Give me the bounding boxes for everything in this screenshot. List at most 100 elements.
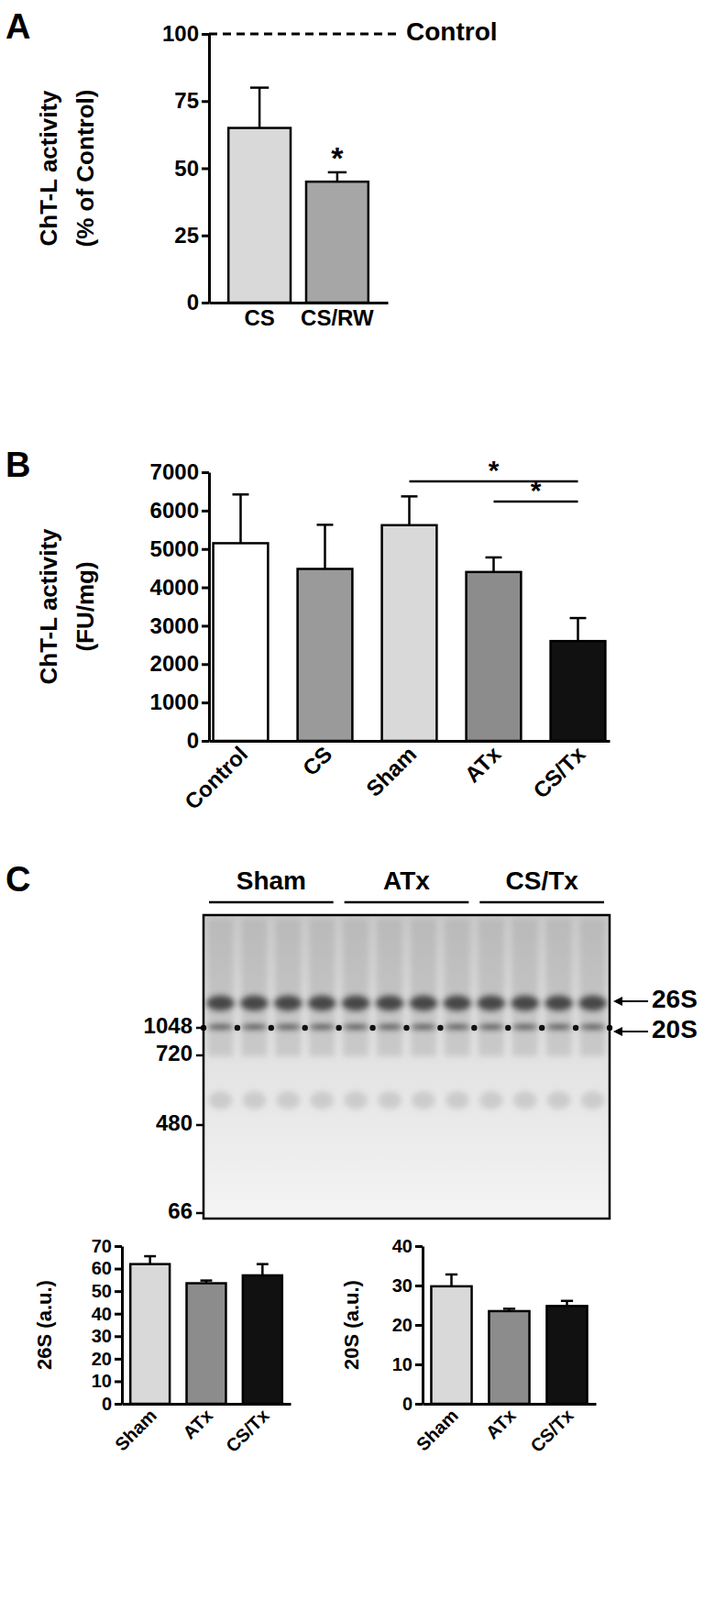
band-label: 26S: [651, 984, 698, 1013]
x-tick: Sham: [361, 740, 421, 802]
band-26s: [544, 994, 573, 1012]
band-26s: [341, 994, 371, 1012]
x-tick: Control: [179, 740, 253, 814]
plot-area: [213, 494, 606, 741]
band-20s: [409, 1023, 438, 1030]
y-tick: 5000: [150, 536, 209, 561]
chart: 010203040ShamATxCS/Tx20S (a.u.): [340, 1235, 597, 1456]
y-tick-mark: [201, 586, 209, 590]
band-faint: [309, 1090, 334, 1110]
band-faint: [209, 1090, 233, 1110]
x-tick-label: Sham: [361, 741, 421, 802]
blot-dots: [200, 1024, 613, 1031]
band-26s: [578, 994, 607, 1012]
plot-area: [130, 1255, 283, 1404]
y-tick: 40: [91, 1303, 122, 1324]
error-bar-cap: [232, 493, 250, 496]
bar: [466, 572, 522, 741]
group-underline: [209, 901, 334, 904]
y-tick-mark: [114, 1267, 122, 1271]
marker-tick: [196, 1211, 204, 1215]
error-bar-cap: [256, 1262, 269, 1265]
band-26s: [476, 994, 506, 1012]
error-bar-stem: [239, 494, 242, 543]
band-dot: [403, 1024, 409, 1031]
band-dot: [572, 1024, 579, 1031]
y-tick-mark: [201, 234, 209, 238]
y-tick-label: 70: [91, 1235, 112, 1256]
y-tick-label: 4000: [150, 574, 199, 600]
y-tick-label: 50: [174, 155, 199, 181]
reference-line: [209, 33, 399, 36]
lane-smear: [376, 918, 403, 1056]
band-20s: [207, 1023, 235, 1030]
y-tick: 1000: [150, 689, 209, 715]
y-tick-label: 7000: [150, 459, 199, 484]
y-tick-mark: [114, 1244, 122, 1248]
band-20s: [545, 1023, 573, 1030]
x-tick-label: ATx: [178, 1404, 217, 1442]
panel-label: B: [5, 445, 31, 484]
band-26s: [375, 994, 405, 1012]
error-bar: [445, 1274, 458, 1287]
error-bar-stem: [492, 557, 495, 572]
y-axis-title: (FU/mg): [71, 561, 99, 651]
band-faint: [445, 1090, 470, 1110]
y-tick: 20: [91, 1348, 122, 1369]
plot-area: [430, 1274, 587, 1404]
error-bar-stem: [323, 524, 327, 569]
y-tick-mark: [114, 1289, 122, 1293]
significance-marker: *: [530, 474, 542, 506]
x-tick-label: CS/Tx: [528, 740, 591, 803]
y-tick-mark: [114, 1312, 122, 1316]
y-tick-mark: [415, 1323, 423, 1327]
y-tick-label: 1000: [150, 689, 199, 715]
band-20s: [375, 1023, 404, 1030]
x-axis-line: [122, 1402, 292, 1406]
y-axis: 0255075100: [162, 21, 210, 315]
error-bar: [143, 1255, 156, 1265]
band-dot: [302, 1024, 308, 1031]
y-tick: 50: [174, 155, 209, 181]
error-bar: [401, 495, 418, 525]
y-tick-mark: [114, 1402, 122, 1406]
x-tick: CS/Tx: [528, 740, 591, 803]
y-tick-label: 20: [91, 1348, 112, 1369]
y-tick: 70: [91, 1235, 122, 1256]
lane-smear: [512, 918, 539, 1056]
band-faint: [242, 1090, 266, 1110]
y-tick-label: 60: [91, 1257, 112, 1278]
y-axis-title: ChT-L activity: [34, 89, 63, 247]
y-tick-label: 100: [162, 21, 199, 46]
group-label: ATx: [383, 866, 430, 895]
significance-marker: *: [330, 140, 344, 176]
lane-smear: [580, 918, 606, 1056]
y-tick-label: 2000: [150, 650, 199, 676]
blot-image: [203, 914, 610, 1219]
band-dot: [369, 1024, 375, 1031]
error-bar-cap: [561, 1299, 573, 1303]
band-faint: [377, 1090, 402, 1110]
y-tick-label: 10: [91, 1370, 112, 1391]
x-tick: ATx: [459, 740, 506, 787]
band-20s: [477, 1023, 506, 1030]
y-tick-mark: [114, 1357, 122, 1361]
y-tick-mark: [201, 301, 209, 305]
bar: [242, 1275, 283, 1404]
y-tick: 3000: [150, 613, 209, 638]
band-dot: [268, 1024, 275, 1031]
error-bar-stem: [258, 88, 262, 129]
lane-smear: [342, 918, 369, 1056]
y-tick-label: 25: [174, 222, 199, 248]
blot-frame: [203, 914, 610, 1219]
y-tick: 75: [174, 88, 209, 113]
y-axis-title: ChT-L activity: [34, 528, 63, 685]
error-bar-cap: [503, 1307, 516, 1310]
error-bar-cap: [445, 1273, 458, 1276]
reference-label: Control: [406, 17, 498, 46]
blot-panel: CShamATxCS/Tx10487204806626S20S: [5, 859, 698, 1223]
group-underline: [344, 901, 470, 904]
y-tick-label: 20: [392, 1314, 413, 1335]
error-bar-cap: [485, 556, 503, 560]
lane-smear: [275, 918, 301, 1056]
